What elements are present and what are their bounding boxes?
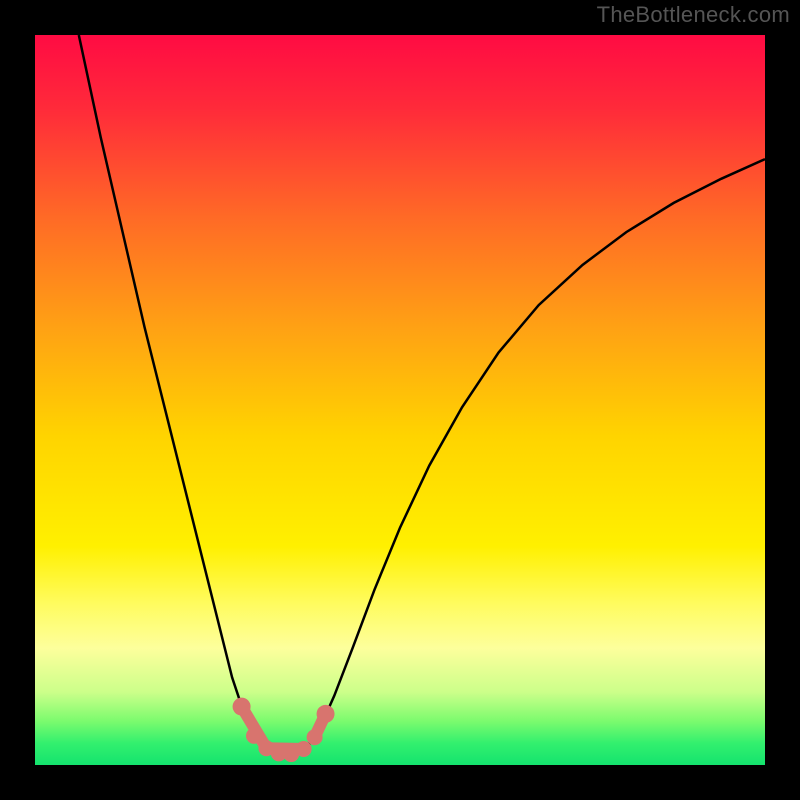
- bottleneck-chart: [0, 0, 800, 800]
- plot-background: [35, 35, 765, 765]
- marker-dot: [246, 728, 262, 744]
- marker-dot: [307, 729, 323, 745]
- chart-container: TheBottleneck.com: [0, 0, 800, 800]
- marker-dot: [317, 705, 335, 723]
- marker-dot: [296, 741, 312, 757]
- watermark-text: TheBottleneck.com: [597, 2, 790, 28]
- marker-dot: [233, 698, 251, 716]
